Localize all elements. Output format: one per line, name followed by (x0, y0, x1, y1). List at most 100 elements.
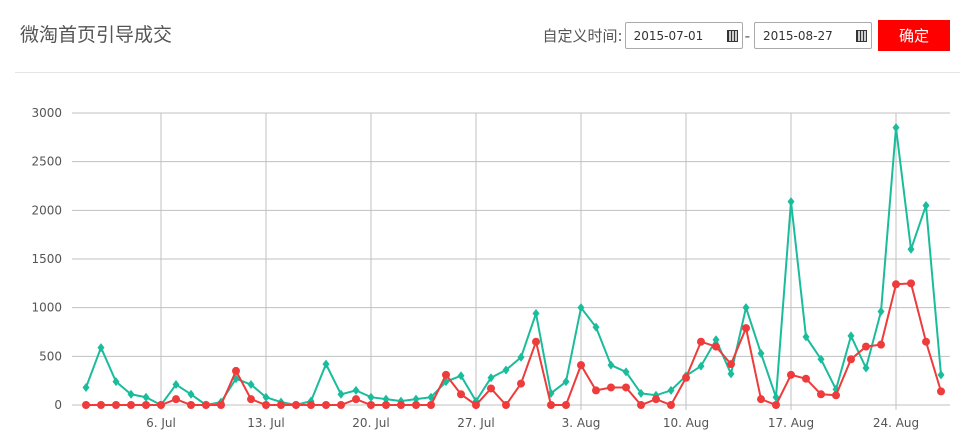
data-point (802, 332, 810, 342)
x-tick-label: 13. Jul (247, 416, 284, 430)
data-point (742, 324, 750, 333)
x-tick-label: 3. Aug (562, 416, 601, 430)
data-point (247, 380, 255, 390)
data-point (937, 370, 945, 380)
data-point (352, 385, 360, 395)
data-point (772, 401, 780, 409)
data-point (667, 385, 675, 395)
data-point (337, 389, 345, 399)
data-point (322, 401, 330, 409)
data-point (637, 401, 645, 409)
start-date-input[interactable]: 2015-07-01 (624, 22, 743, 49)
data-point (157, 401, 165, 409)
range-label: 自定义时间: (542, 27, 623, 45)
y-tick-label: 2500 (31, 155, 62, 169)
data-point (697, 337, 705, 346)
data-point (862, 363, 870, 373)
data-point (532, 337, 540, 346)
y-tick-label: 3000 (31, 106, 62, 120)
y-tick-label: 2000 (31, 203, 62, 217)
data-point (547, 401, 555, 409)
data-point (292, 401, 300, 409)
data-point (112, 377, 120, 387)
data-point (832, 391, 840, 400)
data-point (502, 365, 510, 375)
x-tick-label: 6. Jul (146, 416, 176, 430)
data-point (322, 359, 330, 369)
data-point (922, 337, 930, 346)
data-point (202, 401, 210, 409)
data-point (802, 374, 810, 383)
data-point (712, 342, 720, 351)
end-date-input[interactable]: 2015-08-27 (754, 22, 872, 49)
data-point (502, 401, 510, 409)
data-point (337, 401, 345, 409)
data-point (97, 401, 105, 409)
data-point (787, 197, 795, 207)
y-tick-label: 1500 (31, 252, 62, 266)
data-point (352, 395, 360, 404)
x-tick-label: 20. Jul (352, 416, 389, 430)
data-point (907, 244, 915, 254)
data-point (487, 373, 495, 383)
data-point (532, 309, 540, 319)
data-point (142, 392, 150, 402)
data-point (487, 384, 495, 393)
calendar-icon[interactable] (726, 29, 738, 42)
data-point (412, 401, 420, 409)
data-point (562, 401, 570, 409)
calendar-icon[interactable] (856, 29, 867, 42)
data-point (892, 123, 900, 133)
data-point (847, 355, 855, 364)
page-title: 微淘首页引导成交 (20, 24, 173, 46)
data-point (817, 390, 825, 399)
data-point (82, 401, 90, 409)
date-range-controls: 自定义时间: 2015-07-01 - 2015-08-27 确定 (543, 20, 950, 51)
data-point (472, 401, 480, 409)
data-point (247, 395, 255, 404)
data-point (127, 389, 135, 399)
data-point (367, 392, 375, 402)
data-point (517, 352, 525, 362)
data-point (262, 401, 270, 409)
data-point (727, 369, 735, 379)
data-point (172, 395, 180, 404)
data-point (697, 361, 705, 371)
data-point (787, 370, 795, 379)
data-point (307, 401, 315, 409)
data-point (757, 348, 765, 358)
data-point (457, 371, 465, 381)
data-point (262, 392, 270, 402)
data-point (517, 379, 525, 388)
data-point (442, 370, 450, 379)
data-point (367, 401, 375, 409)
data-point (232, 366, 240, 375)
data-point (847, 331, 855, 341)
data-point (97, 343, 105, 353)
data-point (577, 303, 585, 313)
series-line-1 (86, 282, 942, 407)
data-point (937, 387, 945, 396)
data-point (217, 401, 225, 409)
data-point (862, 342, 870, 351)
data-point (187, 401, 195, 409)
data-point (637, 388, 645, 398)
start-date-value: 2015-07-01 (633, 28, 704, 43)
data-point (112, 401, 120, 409)
x-tick-label: 17. Aug (768, 416, 814, 430)
end-date-value: 2015-08-27 (763, 28, 833, 43)
data-point (817, 354, 825, 364)
data-point (172, 380, 180, 390)
data-point (877, 307, 885, 317)
data-point (592, 322, 600, 332)
data-point (427, 401, 435, 409)
data-point (742, 303, 750, 313)
confirm-button[interactable]: 确定 (878, 20, 950, 51)
data-point (727, 360, 735, 369)
series-line-0 (85, 127, 942, 407)
data-point (622, 367, 630, 377)
x-tick-label: 10. Aug (663, 416, 709, 430)
data-point (142, 401, 150, 409)
data-point (382, 401, 390, 409)
